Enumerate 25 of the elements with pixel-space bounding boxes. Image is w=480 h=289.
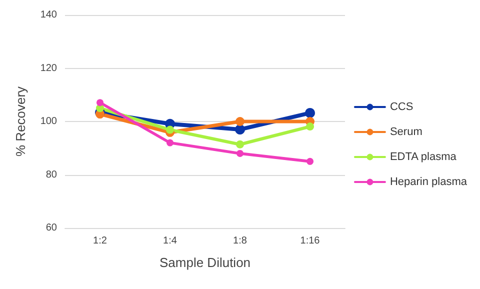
y-tick-label: 100 (40, 116, 58, 127)
y-tick-label: 140 (40, 10, 58, 20)
legend-label: Heparin plasma (390, 176, 468, 188)
y-axis-title: % Recovery (13, 86, 28, 157)
point (96, 99, 104, 106)
point (235, 124, 245, 134)
y-tick-label: 80 (46, 169, 58, 180)
x-tick-label: 1:16 (300, 236, 320, 246)
y-tick-label: 120 (40, 62, 58, 74)
legend-label: CCS (390, 101, 414, 113)
x-tick-label: 1:4 (163, 236, 178, 246)
x-axis-title: Sample Dilution (159, 255, 251, 270)
x-tick-label: 1:8 (233, 236, 248, 246)
x-tick-label: 1:2 (93, 236, 108, 246)
point (236, 140, 244, 148)
legend-label: Serum (390, 126, 422, 138)
point (305, 108, 315, 118)
point (306, 158, 314, 165)
point (236, 150, 244, 157)
point (166, 126, 174, 134)
point (306, 122, 314, 131)
point (236, 117, 244, 126)
legend-label: EDTA plasma (390, 151, 458, 163)
y-tick-label: 60 (46, 222, 58, 234)
point (166, 139, 174, 146)
